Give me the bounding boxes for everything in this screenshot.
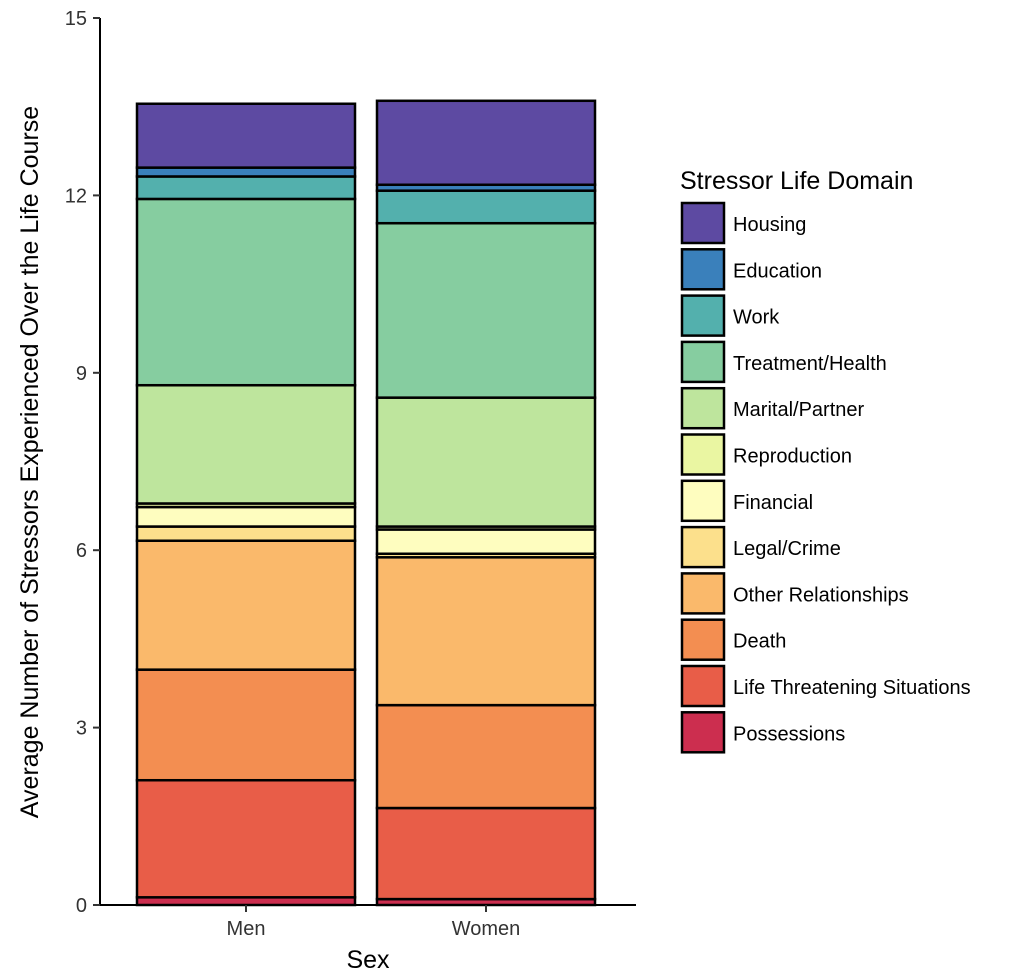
x-ticks: Men Women <box>227 905 521 940</box>
x-tick-label-women: Women <box>452 918 521 940</box>
legend-swatch-financial <box>680 479 726 523</box>
legend-label-life-threatening-situations: Life Threatening Situations <box>733 677 971 699</box>
bar-segment-men-housing <box>135 102 357 169</box>
y-tick-label: 0 <box>76 895 87 917</box>
y-axis-title: Average Number of Stressors Experienced … <box>16 106 44 818</box>
bar-segment-men-marital-partner <box>135 383 357 505</box>
legend-label-housing: Housing <box>733 214 806 236</box>
legend-label-legal-crime: Legal/Crime <box>733 538 841 560</box>
legend: Stressor Life Domain Housing Education Wor… <box>680 167 971 754</box>
bar-segment-men-life-threatening-situations <box>135 778 357 899</box>
bar-segment-men-legal-crime <box>135 525 357 542</box>
x-axis-title: Sex <box>346 946 390 974</box>
bar-segment-women-life-threatening-situations <box>375 806 597 901</box>
bar-segment-women-marital-partner <box>375 396 597 528</box>
legend-label-other-relationships: Other Relationships <box>733 584 909 606</box>
legend-items: Housing Education Work Treatment/Health Mari… <box>680 201 971 754</box>
legend-swatch-legal-crime <box>680 525 726 569</box>
bar-segment-women-work <box>375 189 597 225</box>
bar-segment-women-death <box>375 703 597 810</box>
legend-swatch-other-relationships <box>680 572 726 615</box>
legend-label-marital-partner: Marital/Partner <box>733 399 864 421</box>
bar-segment-women-housing <box>375 99 597 187</box>
bar-segment-men-financial <box>135 505 357 528</box>
bar-segment-men-work <box>135 175 357 201</box>
legend-label-treatment-health: Treatment/Health <box>733 353 887 375</box>
legend-swatch-education <box>680 248 726 291</box>
bar-segment-women-treatment-health <box>375 221 597 399</box>
bar-segment-men-death <box>135 668 357 782</box>
y-tick-label: 15 <box>65 8 87 30</box>
legend-title: Stressor Life Domain <box>680 167 913 195</box>
y-ticks: 0 3 6 9 12 15 <box>65 8 100 917</box>
legend-swatch-treatment-health <box>680 340 726 384</box>
legend-label-reproduction: Reproduction <box>733 446 852 468</box>
y-tick-label: 12 <box>65 185 87 207</box>
y-tick-label: 6 <box>76 540 87 562</box>
bar-segment-men-treatment-health <box>135 197 357 387</box>
legend-label-education: Education <box>733 260 822 282</box>
legend-swatch-possessions <box>680 711 726 754</box>
x-tick-label-men: Men <box>227 918 266 940</box>
legend-swatch-life-threatening-situations <box>680 664 726 708</box>
axes-layer <box>99 18 636 906</box>
legend-label-work: Work <box>733 307 780 329</box>
legend-label-possessions: Possessions <box>733 723 845 745</box>
legend-swatch-death <box>680 618 726 661</box>
legend-label-death: Death <box>733 631 786 653</box>
bars-layer <box>135 99 597 907</box>
y-tick-label: 3 <box>76 718 87 740</box>
legend-swatch-housing <box>680 201 726 245</box>
y-tick-label: 9 <box>76 363 87 385</box>
bar-segment-men-education <box>135 166 357 178</box>
bar-segment-women-other-relationships <box>375 556 597 707</box>
bar-segment-women-financial <box>375 528 597 555</box>
bar-segment-men-other-relationships <box>135 539 357 671</box>
legend-swatch-marital-partner <box>680 386 726 430</box>
legend-swatch-reproduction <box>680 433 726 476</box>
legend-swatch-work <box>680 294 726 337</box>
legend-label-financial: Financial <box>733 492 813 514</box>
